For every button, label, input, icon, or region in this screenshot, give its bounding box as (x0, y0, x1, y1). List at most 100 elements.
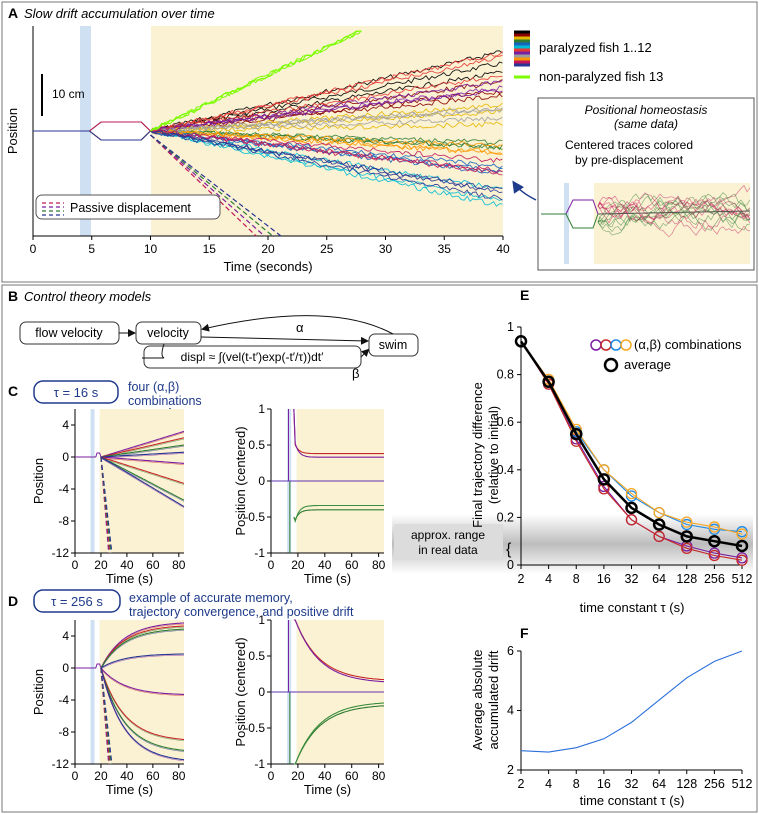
panelD-right-xtick-label: 60 (345, 769, 359, 783)
panelC-left-model-trace-pair (100, 457, 185, 485)
panelD-left-model-trace (100, 667, 184, 695)
panel-d-right-plot: 0 20 40 60 80 Time (s) Position (centered) 1 0.5… (233, 613, 386, 797)
panel-d-tau: τ = 256 s (51, 594, 103, 609)
panelD-right-x-label: Time (s) (304, 782, 351, 797)
panelC-right-centered-trace (293, 408, 384, 455)
panelF-xtick-label: 512 (732, 777, 753, 791)
panelD-left-ytick-label: -12 (52, 757, 70, 771)
a-xtick-label: 30 (379, 242, 393, 256)
a-post-trace (150, 108, 503, 133)
arrow-velocity-to-displ (142, 343, 165, 359)
panelD-left-y-label: Position (31, 669, 46, 715)
panel-c-note-1: four (α,β) (128, 380, 179, 394)
panel-e-letter: E (520, 287, 529, 303)
panelC-left-model-trace (100, 456, 185, 508)
box-velocity (135, 321, 202, 345)
panel-f-x-label: time constant τ (s) (580, 793, 685, 808)
panelE-xtick-label: 32 (625, 572, 639, 586)
panelF-xtick-label: 2 (518, 777, 525, 791)
a-xtick-label: 15 (203, 242, 217, 256)
box-flow-velocity-label: flow velocity (35, 326, 103, 340)
panelD-right-ytick-label: 0 (258, 685, 265, 699)
panelE-point (514, 335, 528, 348)
panelE-point (735, 539, 749, 553)
panelE-xtick-label: 16 (597, 572, 611, 586)
panelE-xtick-label: 512 (732, 572, 753, 586)
panelC-right-xtick-label: 0 (268, 558, 275, 572)
panel-a-fish-color-legend (514, 30, 530, 67)
panelD-right-centered-trace (293, 705, 385, 765)
panelD-left-model-trace (100, 667, 185, 761)
panelC-right-y-label: Position (centered) (233, 426, 248, 535)
inset-post-trace (597, 198, 751, 222)
panel-f-plot: 2 4 8 16 32 64 128 256 512 2 4 6 (507, 644, 752, 791)
panelC-left-model-trace-pair (100, 457, 185, 509)
panel-e-y-label-2: (relative to initial) (486, 406, 501, 504)
panelE-xtick-label: 2 (518, 572, 525, 586)
panelF-ytick-label: 6 (507, 644, 514, 658)
a-passive-trace (150, 134, 274, 237)
panelD-left-xtick-label: 20 (94, 769, 108, 783)
panel-e-legend (590, 339, 632, 373)
a-xtick-label: 10 (144, 242, 158, 256)
panel-d-letter: D (8, 593, 18, 609)
panel-d-tau-box (33, 589, 121, 613)
panelC-left-ytick-label: -12 (52, 546, 70, 560)
panelD-left-xtick-label: 40 (120, 769, 134, 783)
panelD-left-flow-shade (90, 620, 95, 764)
panelF-series-line (520, 650, 743, 753)
panel-a-legend-nonparalyzed: non-paralyzed fish 13 (539, 69, 663, 84)
panelC-left-model-trace (100, 456, 185, 464)
panelE-xtick-label: 256 (704, 572, 725, 586)
a-xtick-label: 0 (30, 242, 37, 256)
inset-title-2: (same data) (614, 117, 678, 131)
panelE-ytick-label: 1 (507, 320, 514, 334)
panelD-right-xtick-label: 80 (372, 769, 386, 783)
a-post-trace (150, 128, 503, 176)
panelE-point (652, 518, 666, 531)
panelD-right-ytick-label: 0.5 (248, 649, 265, 663)
box-displacement-label: displ ≈ ∫(vel(t-t′)exp(-t′/τ))dt′ (181, 350, 324, 364)
panelC-left-ytick-label: 4 (62, 418, 69, 432)
panel-a-x-ticks: 0 5 10 15 20 25 30 35 40 (30, 236, 510, 256)
panel-b-title: Control theory models (24, 289, 152, 304)
a-post-trace (150, 106, 503, 134)
passive-legend-swatches (42, 202, 64, 216)
panelD-right-ytick-label: -1 (254, 757, 265, 771)
panelC-left-model-trace (100, 437, 185, 458)
panelD-left-model-trace-pair (100, 669, 185, 752)
a-passive-trace (150, 134, 265, 237)
panelD-left-model-trace-pair (100, 630, 185, 670)
panel-a-passive-legend-box (35, 194, 221, 220)
panelD-right-ytick-label: 1 (258, 613, 265, 627)
panelC-left-model-trace (100, 444, 185, 458)
panelE-point (736, 554, 748, 566)
inset-flow-shade (564, 183, 569, 264)
panelE-series-line (520, 341, 743, 561)
a-post-trace (150, 89, 503, 133)
panel-f-letter: F (520, 625, 529, 641)
panelF-ytick-label: 4 (507, 704, 514, 718)
inset-post-trace (597, 203, 751, 231)
panelC-left-x-label: Time (s) (106, 571, 153, 586)
a-passive-trace (150, 134, 282, 237)
panel-c-tau-box (33, 380, 119, 404)
panelE-point (570, 427, 583, 441)
panelD-left-model-trace (100, 667, 185, 751)
panelD-left-model-trace-pair (100, 654, 184, 670)
panelC-right-centered-trace (293, 504, 384, 524)
a-post-trace (150, 130, 503, 201)
panel-e-range-label-2: in real data (418, 543, 478, 557)
a-xtick-label: 25 (320, 242, 334, 256)
panelC-right-ytick-label: 0.5 (248, 438, 265, 452)
a-pre-trace (33, 130, 151, 141)
panelE-ytick-label: 0.8 (497, 368, 514, 382)
panelE-point (708, 549, 721, 562)
panelD-right-y-label: Position (centered) (233, 637, 248, 746)
panelE-ytick-label: 0 (507, 558, 514, 572)
panel-a-frame (1, 1, 758, 283)
panel-c-note-2: combinations (128, 394, 202, 408)
box-velocity-label: velocity (147, 326, 189, 340)
a-post-trace (150, 50, 503, 132)
panel-a-x-label: Time (seconds) (223, 259, 312, 274)
